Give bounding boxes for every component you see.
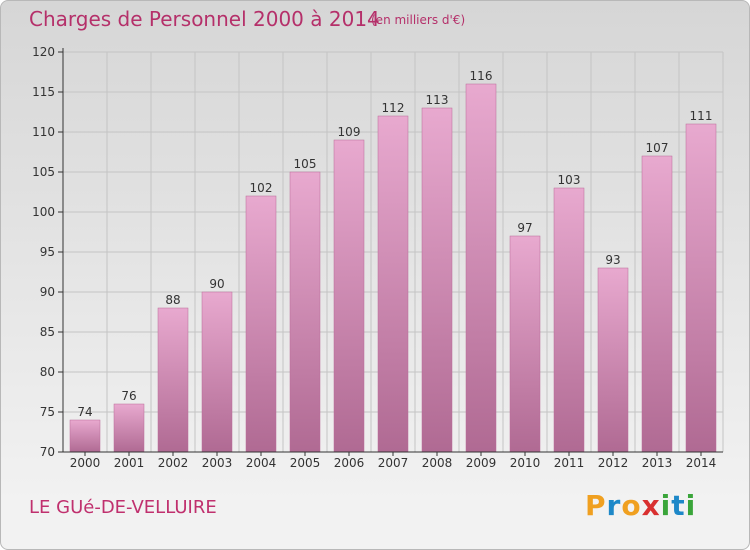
- bar-2011: [553, 187, 585, 453]
- data-label-2009: 116: [470, 69, 493, 83]
- commune-name: LE GUé-DE-VELLUIRE: [29, 497, 217, 518]
- logo-letter: x: [641, 489, 661, 522]
- x-tick-label-2005: 2005: [290, 456, 321, 470]
- y-tick-label: 105: [32, 165, 55, 179]
- bar-2010: [509, 235, 541, 453]
- proxiti-logo[interactable]: Proxiti: [585, 489, 696, 522]
- x-tick-label-2012: 2012: [598, 456, 629, 470]
- bar-2002: [157, 307, 189, 453]
- data-label-2000: 74: [77, 405, 92, 419]
- data-label-2002: 88: [165, 293, 180, 307]
- y-tick-label: 90: [40, 285, 55, 299]
- data-label-2010: 97: [517, 221, 532, 235]
- logo-letter: o: [621, 489, 642, 522]
- x-tick-label-2000: 2000: [70, 456, 101, 470]
- data-label-2014: 111: [690, 109, 713, 123]
- x-tick-label-2011: 2011: [554, 456, 585, 470]
- data-label-2007: 112: [382, 101, 405, 115]
- data-label-2003: 90: [209, 277, 224, 291]
- bar-2013: [641, 155, 673, 453]
- y-tick-label: 80: [40, 365, 55, 379]
- logo-letter: r: [606, 489, 622, 522]
- logo-letter: i: [660, 489, 672, 522]
- data-label-2008: 113: [426, 93, 449, 107]
- logo-letter: P: [585, 489, 607, 522]
- x-tick-label-2014: 2014: [686, 456, 717, 470]
- bar-2009: [465, 83, 497, 453]
- data-label-2005: 105: [294, 157, 317, 171]
- data-label-2013: 107: [646, 141, 669, 155]
- x-tick-label-2008: 2008: [422, 456, 453, 470]
- y-tick-label: 115: [32, 85, 55, 99]
- logo-letter: t: [671, 489, 686, 522]
- chart-title: Charges de Personnel 2000 à 2014: [29, 7, 380, 31]
- x-tick-label-2001: 2001: [114, 456, 145, 470]
- chart-subtitle: (en milliers d'€): [371, 13, 466, 27]
- x-tick-label-2010: 2010: [510, 456, 541, 470]
- bar-2007: [377, 115, 409, 453]
- logo-letter: i: [685, 489, 697, 522]
- y-tick-label: 120: [32, 45, 55, 59]
- data-label-2001: 76: [121, 389, 136, 403]
- y-tick-label: 95: [40, 245, 55, 259]
- bar-2001: [113, 403, 145, 453]
- x-tick-label-2002: 2002: [158, 456, 189, 470]
- bar-2000: [69, 419, 101, 453]
- bar-2014: [685, 123, 717, 453]
- y-tick-label: 70: [40, 445, 55, 459]
- x-tick-label-2013: 2013: [642, 456, 673, 470]
- data-label-2006: 109: [338, 125, 361, 139]
- x-tick-label-2009: 2009: [466, 456, 497, 470]
- y-tick-label: 85: [40, 325, 55, 339]
- data-label-2012: 93: [605, 253, 620, 267]
- data-label-2004: 102: [250, 181, 273, 195]
- y-tick-label: 110: [32, 125, 55, 139]
- bar-2008: [421, 107, 453, 453]
- bar-2012: [597, 267, 629, 453]
- x-tick-label-2006: 2006: [334, 456, 365, 470]
- bar-2003: [201, 291, 233, 453]
- y-tick-label: 100: [32, 205, 55, 219]
- data-label-2011: 103: [558, 173, 581, 187]
- bar-2005: [289, 171, 321, 453]
- x-tick-label-2003: 2003: [202, 456, 233, 470]
- bar-2006: [333, 139, 365, 453]
- bar-2004: [245, 195, 277, 453]
- x-tick-label-2004: 2004: [246, 456, 277, 470]
- y-tick-label: 75: [40, 405, 55, 419]
- x-tick-label-2007: 2007: [378, 456, 409, 470]
